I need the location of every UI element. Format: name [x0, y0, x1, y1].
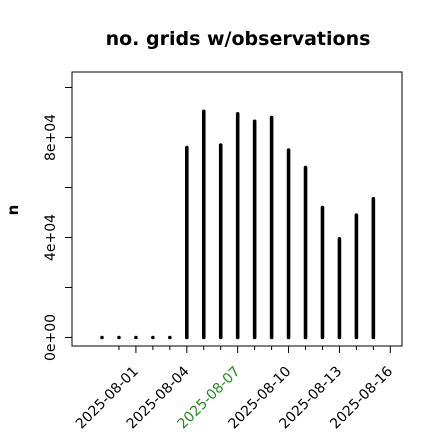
bar	[168, 335, 172, 340]
y-tick-label: 0e+00	[43, 314, 59, 361]
bar	[134, 335, 138, 340]
bar	[151, 335, 155, 340]
y-axis-label: n	[4, 205, 22, 216]
bars-group	[100, 109, 376, 340]
chart-title: no. grids w/observations	[106, 28, 371, 50]
y-tick-label: 8e+04	[43, 114, 59, 161]
bar	[117, 335, 121, 340]
x-axis: 2025-08-012025-08-042025-08-072025-08-10…	[73, 345, 396, 432]
bar	[100, 335, 104, 340]
y-axis: 0e+00 4e+04 8e+04	[43, 87, 73, 361]
y-tick-label: 4e+04	[43, 214, 59, 261]
